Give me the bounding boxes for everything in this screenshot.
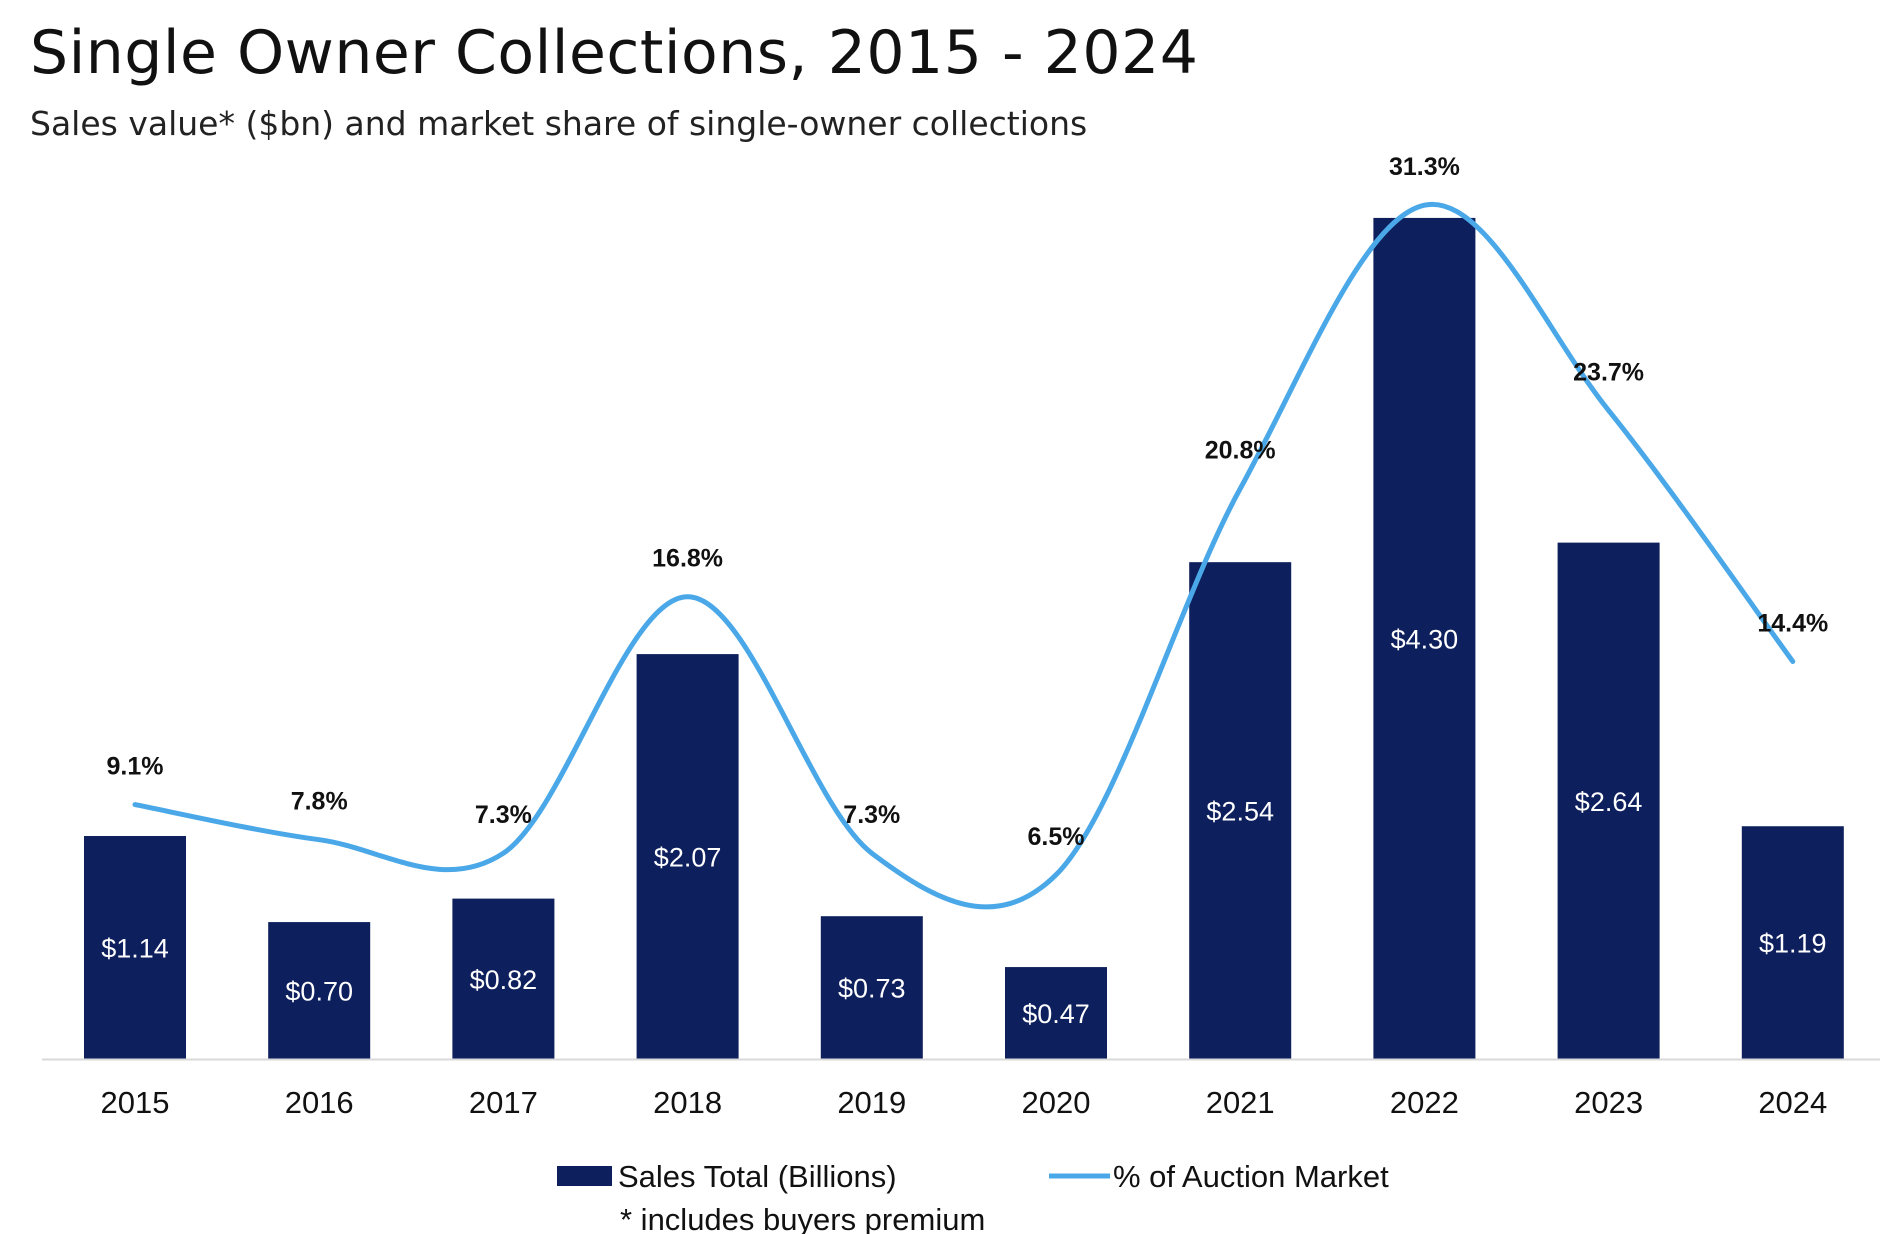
line-value-label-2019: 7.3% (843, 801, 900, 829)
x-tick-label-2024: 2024 (1758, 1085, 1827, 1120)
bar-2019 (820, 916, 923, 1059)
legend: Sales Total (Billions) % of Auction Mark… (557, 1159, 1389, 1234)
x-tick-label-2015: 2015 (101, 1085, 170, 1120)
bar-value-label-2020: $0.47 (1022, 999, 1090, 1029)
legend-bar-label: Sales Total (Billions) (618, 1159, 897, 1194)
bar-2024 (1741, 826, 1844, 1059)
legend-line-label: % of Auction Market (1113, 1159, 1389, 1194)
x-tick-label-2021: 2021 (1206, 1085, 1275, 1120)
x-tick-label-2022: 2022 (1390, 1085, 1459, 1120)
bar-2017 (452, 898, 555, 1059)
bar-2018 (636, 654, 739, 1059)
bar-2021 (1189, 562, 1292, 1059)
line-value-label-2022: 31.3% (1389, 153, 1460, 181)
x-tick-label-2019: 2019 (837, 1085, 906, 1120)
x-tick-label-2017: 2017 (469, 1085, 538, 1120)
line-value-label-2021: 20.8% (1205, 437, 1276, 465)
line-value-label-2016: 7.8% (291, 788, 348, 816)
line-value-label-2015: 9.1% (107, 753, 164, 781)
bar-value-label-2023: $2.64 (1575, 787, 1643, 817)
bar-2020 (1005, 967, 1107, 1059)
bar-value-label-2018: $2.07 (654, 843, 722, 873)
bars-layer: $1.14 $0.70 $0.82 $2.07 $0.73 $0.47 $2.54 $4.30… (84, 217, 1844, 1060)
bar-value-label-2022: $4.30 (1391, 624, 1459, 654)
line-value-label-2023: 23.7% (1573, 358, 1644, 386)
line-value-label-2017: 7.3% (475, 801, 532, 829)
footnote: * includes buyers premium (620, 1202, 985, 1234)
bar-2015 (84, 836, 186, 1059)
x-axis: 2015 2016 2017 2018 2019 2020 2021 2022 2023 2024 (42, 1058, 1880, 1120)
legend-bar-swatch (557, 1166, 612, 1186)
bar-2023 (1557, 542, 1660, 1059)
bar-2022 (1373, 217, 1476, 1060)
bar-value-label-2015: $1.14 (101, 934, 169, 964)
x-tick-label-2023: 2023 (1574, 1085, 1643, 1120)
line-value-label-2020: 6.5% (1028, 823, 1085, 851)
bar-2016 (268, 922, 371, 1059)
x-tick-label-2018: 2018 (653, 1085, 722, 1120)
bar-value-label-2021: $2.54 (1206, 797, 1274, 827)
line-value-label-2024: 14.4% (1757, 610, 1828, 638)
x-tick-label-2016: 2016 (285, 1085, 354, 1120)
x-tick-label-2020: 2020 (1022, 1085, 1091, 1120)
line-layer: 9.1% 7.8% 7.3% 16.8% 7.3% 6.5% 20.8% 31.3% 23.7%… (107, 153, 1828, 910)
market-share-line (132, 201, 1796, 910)
chart-subtitle: Sales value* ($bn) and market share of s… (30, 104, 1088, 143)
chart-title: Single Owner Collections, 2015 - 2024 (30, 18, 1199, 88)
line-value-label-2018: 16.8% (652, 545, 723, 573)
bar-value-label-2017: $0.82 (470, 965, 538, 995)
bar-value-label-2016: $0.70 (285, 977, 353, 1007)
bar-value-label-2024: $1.19 (1759, 929, 1827, 959)
bar-value-label-2019: $0.73 (838, 974, 906, 1004)
